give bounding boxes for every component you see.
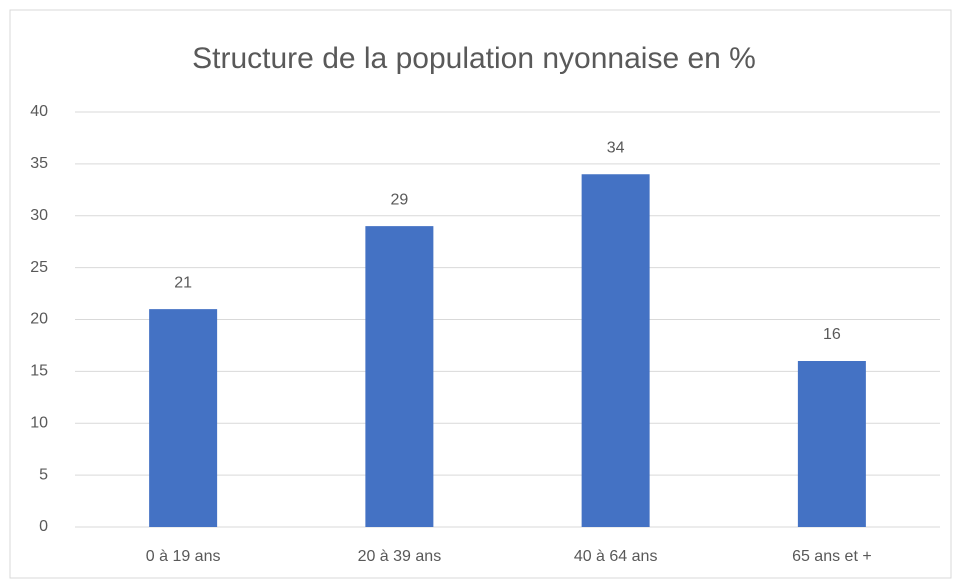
bar (797, 361, 866, 527)
y-tick-label: 25 (30, 259, 48, 276)
x-tick-label: 20 à 39 ans (358, 548, 442, 565)
chart-title: Structure de la population nyonnaise en … (192, 42, 756, 75)
y-tick-label: 15 (30, 363, 48, 380)
bar (365, 226, 434, 527)
data-label: 16 (823, 326, 841, 343)
y-tick-label: 20 (30, 311, 48, 328)
y-tick-label: 5 (39, 466, 48, 483)
data-label: 29 (390, 191, 408, 208)
y-tick-label: 10 (30, 414, 48, 431)
x-tick-label: 40 à 64 ans (574, 548, 658, 565)
data-label: 34 (607, 139, 625, 156)
data-label: 21 (174, 274, 192, 291)
x-tick-label: 65 ans et + (792, 548, 872, 565)
y-tick-label: 0 (39, 518, 48, 535)
bar (581, 174, 650, 527)
y-tick-label: 35 (30, 155, 48, 172)
bar (149, 309, 218, 527)
y-tick-label: 40 (30, 103, 48, 120)
x-tick-label: 0 à 19 ans (146, 548, 221, 565)
y-tick-label: 30 (30, 207, 48, 224)
